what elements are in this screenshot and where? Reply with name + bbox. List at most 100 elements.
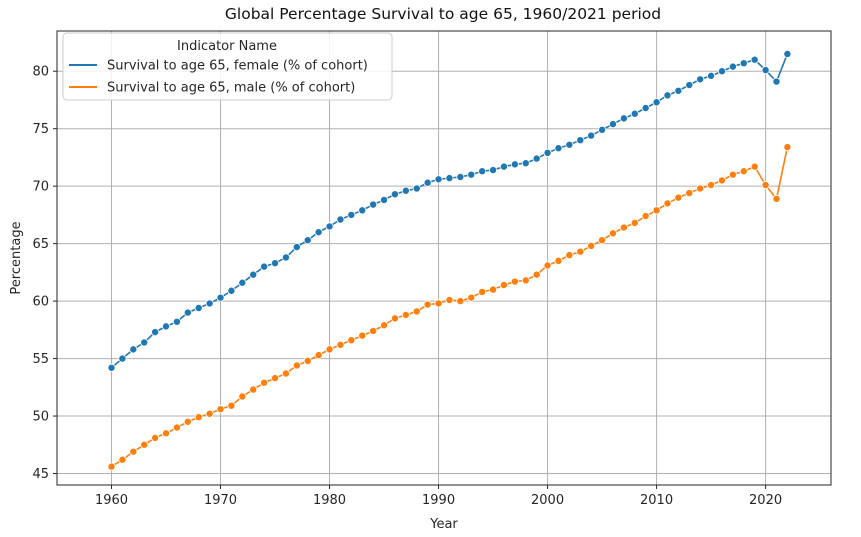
data-point xyxy=(358,331,367,340)
data-point xyxy=(129,345,138,354)
data-point xyxy=(587,241,596,250)
legend-label: Survival to age 65, female (% of cohort) xyxy=(107,59,368,74)
data-point xyxy=(325,222,334,231)
data-point xyxy=(292,361,301,370)
data-point xyxy=(227,401,236,410)
data-point xyxy=(619,223,628,232)
data-point xyxy=(739,59,748,68)
data-point xyxy=(107,363,116,372)
data-point xyxy=(783,143,792,152)
data-point xyxy=(423,300,432,309)
data-point xyxy=(369,200,378,209)
data-point xyxy=(183,417,192,426)
data-point xyxy=(478,287,487,296)
y-axis-title: Percentage xyxy=(9,221,24,294)
data-point xyxy=(652,98,661,107)
data-point xyxy=(696,184,705,193)
data-point xyxy=(380,195,389,204)
series-2 xyxy=(107,143,792,471)
data-point xyxy=(107,462,116,471)
data-point xyxy=(630,218,639,227)
data-point xyxy=(445,174,454,183)
data-point xyxy=(401,186,410,195)
data-point xyxy=(260,262,269,271)
data-point xyxy=(761,181,770,190)
data-point xyxy=(543,261,552,270)
data-point xyxy=(118,455,127,464)
data-point xyxy=(205,299,214,308)
data-point xyxy=(249,385,258,394)
data-point xyxy=(336,340,345,349)
y-tick-label: 55 xyxy=(32,352,49,367)
data-point xyxy=(227,286,236,295)
data-point xyxy=(772,194,781,203)
data-point xyxy=(532,270,541,279)
data-point xyxy=(641,104,650,113)
data-point xyxy=(456,172,465,181)
data-point xyxy=(674,86,683,95)
data-point xyxy=(478,167,487,176)
data-point xyxy=(216,293,225,302)
data-point xyxy=(652,206,661,215)
legend-title: Indicator Name xyxy=(177,39,277,54)
y-tick-label: 80 xyxy=(32,65,49,80)
y-tick-label: 45 xyxy=(32,467,49,482)
data-point xyxy=(423,178,432,187)
data-point xyxy=(260,378,269,387)
data-point xyxy=(565,251,574,260)
data-point xyxy=(358,206,367,215)
y-tick-label: 65 xyxy=(32,237,49,252)
data-point xyxy=(674,193,683,202)
data-point xyxy=(717,176,726,185)
data-point xyxy=(630,109,639,118)
data-point xyxy=(303,356,312,365)
data-point xyxy=(445,295,454,304)
data-point xyxy=(118,354,127,363)
data-point xyxy=(194,303,203,312)
data-point xyxy=(380,321,389,330)
x-tick-label: 1990 xyxy=(422,493,455,508)
data-point xyxy=(140,440,149,449)
data-point xyxy=(271,374,280,383)
series-1 xyxy=(107,49,792,372)
legend-entries: Survival to age 65, female (% of cohort)… xyxy=(69,59,368,96)
data-point xyxy=(347,336,356,345)
data-point xyxy=(772,77,781,86)
chart-title: Global Percentage Survival to age 65, 19… xyxy=(225,5,661,23)
data-point xyxy=(325,345,334,354)
data-point xyxy=(183,308,192,317)
data-point xyxy=(521,276,530,285)
y-tick-label: 70 xyxy=(32,180,49,195)
data-point xyxy=(401,310,410,319)
y-tick-label: 60 xyxy=(32,295,49,310)
data-point xyxy=(347,210,356,219)
data-point xyxy=(598,236,607,245)
data-point xyxy=(510,160,519,169)
data-point xyxy=(140,338,149,347)
data-point xyxy=(576,247,585,256)
data-point xyxy=(456,297,465,306)
data-point xyxy=(707,71,716,80)
data-point xyxy=(554,256,563,265)
data-point xyxy=(151,328,160,337)
data-point xyxy=(783,49,792,58)
y-axis: 45 50 55 60 65 70 75 80 xyxy=(32,65,57,482)
legend-box xyxy=(62,32,393,101)
x-tick-label: 2020 xyxy=(749,493,782,508)
data-point xyxy=(162,322,171,331)
data-point xyxy=(434,175,443,184)
legend-label: Survival to age 65, male (% of cohort) xyxy=(107,81,355,96)
x-tick-label: 2010 xyxy=(640,493,673,508)
data-point xyxy=(728,62,737,71)
data-point xyxy=(576,136,585,145)
data-point xyxy=(194,413,203,422)
y-tick-label: 75 xyxy=(32,122,49,137)
data-point xyxy=(390,190,399,199)
data-point xyxy=(750,162,759,171)
data-point xyxy=(587,131,596,140)
data-point xyxy=(554,144,563,153)
data-point xyxy=(162,429,171,438)
data-point xyxy=(281,369,290,378)
data-point xyxy=(489,285,498,294)
x-tick-label: 1960 xyxy=(95,493,128,508)
